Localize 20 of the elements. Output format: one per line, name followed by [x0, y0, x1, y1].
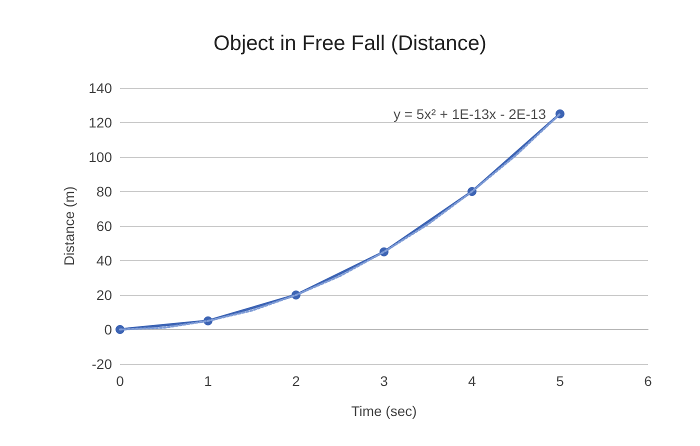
x-tick-label: 4 — [468, 373, 476, 389]
y-tick-label: 100 — [88, 149, 112, 165]
x-tick-label: 3 — [380, 373, 388, 389]
y-tick-label: 20 — [96, 287, 112, 303]
y-tick-label: -20 — [92, 356, 112, 372]
x-tick-label: 1 — [204, 373, 212, 389]
chart-title: Object in Free Fall (Distance) — [213, 32, 487, 55]
y-tick-label: 40 — [96, 252, 112, 268]
y-tick-label: 80 — [96, 184, 112, 200]
y-axis-title: Distance (m) — [61, 186, 77, 266]
x-tick-label: 5 — [556, 373, 564, 389]
x-axis-title: Time (sec) — [351, 403, 417, 419]
x-tick-label: 0 — [116, 373, 124, 389]
x-tick-label: 6 — [644, 373, 652, 389]
y-tick-label: 140 — [88, 80, 112, 96]
y-tick-label: 0 — [104, 322, 112, 338]
x-tick-label: 2 — [292, 373, 300, 389]
y-tick-label: 60 — [96, 218, 112, 234]
annotation: y = 5x² + 1E-13x - 2E-13 — [393, 106, 546, 122]
y-tick-label: 120 — [88, 114, 112, 130]
